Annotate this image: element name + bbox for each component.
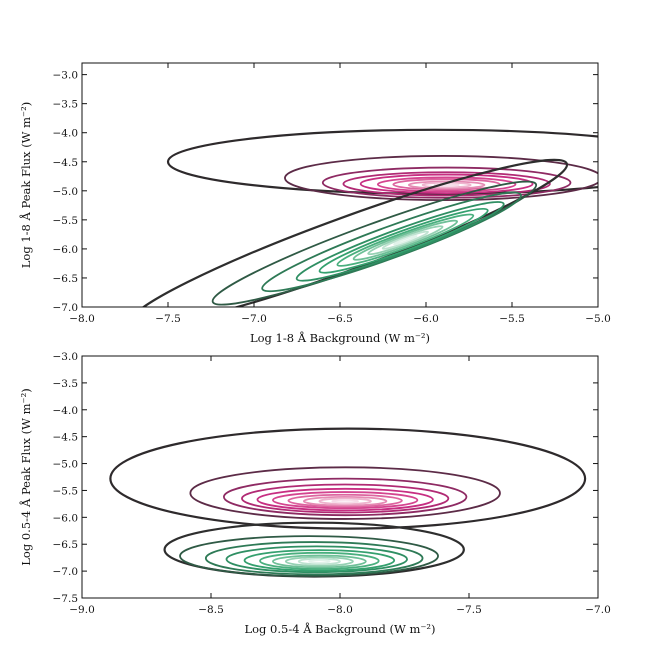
y-tick-label: −5.5 [53,485,79,497]
x-tick-label: −7.5 [456,604,482,616]
magenta-contour-level-0 [166,128,598,195]
green-contour-level-1 [179,535,439,577]
y-tick-label: −3.5 [53,378,79,390]
bottom-panel: −9.0 −8.5 −8.0 −7.5 −7.0 −3.0 −3.5 −4.0 −4.5 −5.0… [19,351,611,636]
y-tick-label: −7.0 [53,302,79,314]
y-tick-label: −7.5 [53,593,79,605]
green-contour-level-6 [272,554,367,569]
magenta-contour-level-6 [287,493,403,508]
y-axis-label: Log 0.5-4 Å Peak Flux (W m⁻²) [19,388,33,565]
magenta-contour-level-4 [359,173,534,195]
y-tick-label: −3.5 [53,99,79,111]
magenta-contour-level-5 [272,491,419,510]
green-contour-level-8 [381,230,429,250]
x-tick-label: −7.5 [155,313,181,325]
x-tick-label: −8.5 [198,604,224,616]
magenta-contour-level-0 [109,427,587,530]
y-tick-label: −3.0 [53,351,79,363]
green-contour-level-5 [259,551,380,570]
x-tick-label: −6.5 [327,313,353,325]
y-tick-label: −6.5 [53,539,79,551]
y-tick-label: −4.0 [53,405,79,417]
y-tick-label: −5.0 [53,459,79,471]
x-tick-label: −7.0 [585,604,611,616]
y-tick-label: −5.0 [53,186,79,198]
x-tick-label: −9.0 [69,604,95,616]
green-contour-level-3 [225,545,408,574]
magenta-contour-level-7 [302,495,388,507]
y-tick-label: −4.0 [53,128,79,140]
contour-group [129,128,598,307]
y-axis-label: Log 1-8 Å Peak Flux (W m⁻²) [19,102,33,268]
magenta-contour-level-5 [376,176,517,193]
magenta-contour-level-1 [189,466,501,520]
y-tick-label: −6.0 [53,244,79,256]
magenta-contour-level-2 [222,477,468,517]
green-contour-level-8 [297,557,341,566]
green-contour-level-5 [336,213,475,267]
y-tick-label: −5.5 [53,215,79,227]
x-tick-label: −8.0 [69,313,95,325]
top-panel: −8.0 −7.5 −7.0 −6.5 −6.0 −5.5 −5.0 −3.0 −3.5 −4.0… [19,62,611,345]
green-contour-level-2 [261,191,522,293]
green-contour-level-4 [318,207,489,274]
magenta-contour-level-9 [331,498,359,504]
magenta-contour-level-3 [241,483,450,514]
magenta-contour-level-7 [407,180,486,190]
x-axis-label: Log 0.5-4 Å Background (W m⁻²) [244,622,435,636]
green-contour-level-9 [308,559,331,564]
x-axis-label: Log 1-8 Å Background (W m⁻²) [250,331,430,345]
green-contour-level-3 [295,201,505,282]
y-tick-label: −3.0 [53,70,79,82]
y-tick-label: −6.0 [53,512,79,524]
y-tick-label: −7.0 [53,566,79,578]
green-contour-level-7 [367,225,444,256]
green-contour-level-2 [204,541,424,576]
green-contour-level-4 [243,549,396,572]
magenta-contour-level-4 [256,487,434,512]
x-tick-label: −6.0 [413,313,439,325]
magenta-contour-level-8 [318,497,372,505]
x-tick-label: −8.0 [327,604,353,616]
green-contour-level-9 [393,235,418,246]
y-tick-label: −4.5 [53,432,79,444]
green-contour-level-6 [352,219,459,261]
x-tick-label: −7.0 [241,313,267,325]
x-tick-label: −5.5 [499,313,525,325]
y-tick-label: −4.5 [53,157,79,169]
magenta-contour-level-2 [321,166,572,199]
magenta-contour-level-3 [342,171,551,197]
x-tick-label: −5.0 [585,313,611,325]
green-contour-level-7 [284,556,354,567]
contour-group [109,427,587,578]
y-tick-label: −6.5 [53,273,79,285]
